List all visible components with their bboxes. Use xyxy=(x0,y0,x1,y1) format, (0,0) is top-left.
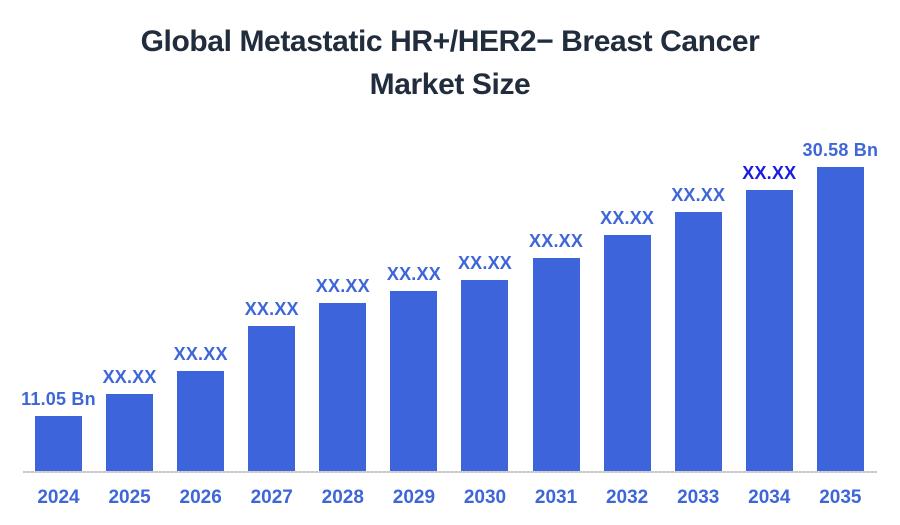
bar-group: XX.XX 2027 xyxy=(245,130,299,507)
x-axis-tick-label: 2026 xyxy=(179,487,222,508)
bar xyxy=(532,258,580,473)
x-axis-tick-label: 2030 xyxy=(463,487,507,508)
x-axis-tick-label: 2028 xyxy=(321,487,364,508)
chart-title-line2: Market Size xyxy=(369,68,531,101)
bar-value-label: 30.58 Bn xyxy=(802,140,879,160)
bar xyxy=(319,303,367,473)
bar-value-label: XX.XX xyxy=(742,163,797,183)
bar-value-label: XX.XX xyxy=(102,367,157,387)
bar-group: XX.XX 2031 xyxy=(529,130,583,507)
bar xyxy=(745,190,793,473)
x-axis-tick-label: 2034 xyxy=(748,487,791,508)
x-axis-tick-label: 2032 xyxy=(605,487,649,508)
bar xyxy=(106,394,154,473)
bar-group: XX.XX 2032 xyxy=(600,130,654,507)
bar xyxy=(816,167,864,473)
bar-value-label: XX.XX xyxy=(457,253,512,273)
bar-value-label: XX.XX xyxy=(315,276,370,296)
bar-group: 30.58 Bn 2035 xyxy=(803,130,878,507)
bar-group: XX.XX 2030 xyxy=(458,130,512,507)
bar-group: 11.05 Bn 2024 xyxy=(21,130,95,507)
bar-group: XX.XX 2025 xyxy=(103,130,157,507)
bar-value-label: XX.XX xyxy=(173,344,228,364)
bar-value-label: 11.05 Bn xyxy=(21,389,96,409)
bar xyxy=(603,235,651,473)
bar-group: XX.XX 2034 xyxy=(742,130,796,507)
x-axis-tick-label: 2027 xyxy=(250,487,293,508)
bar-group: XX.XX 2026 xyxy=(174,130,228,507)
bar-value-label: XX.XX xyxy=(529,231,584,251)
x-axis-tick-label: 2031 xyxy=(534,487,578,508)
bar xyxy=(35,416,82,473)
x-axis-line xyxy=(23,471,877,473)
x-axis-tick-label: 2025 xyxy=(108,487,151,508)
bar-group: XX.XX 2028 xyxy=(316,130,370,507)
x-axis-tick-label: 2024 xyxy=(37,487,80,508)
x-axis-tick-label: 2029 xyxy=(392,487,436,508)
bar-value-label: XX.XX xyxy=(600,208,655,228)
bar-value-label: XX.XX xyxy=(244,299,299,319)
bar xyxy=(461,280,509,473)
bar xyxy=(248,326,296,473)
x-axis-tick-label: 2035 xyxy=(819,487,862,508)
bar xyxy=(390,291,438,473)
chart-title: Global Metastatic HR+/HER2− Breast Cance… xyxy=(0,20,900,106)
bar xyxy=(177,371,225,473)
bar xyxy=(674,212,722,473)
chart-title-line1: Global Metastatic HR+/HER2− Breast Cance… xyxy=(140,25,760,58)
bar-value-label: XX.XX xyxy=(386,264,441,284)
bar-group: XX.XX 2029 xyxy=(387,130,441,507)
bar-group: XX.XX 2033 xyxy=(671,130,725,507)
plot-area: 11.05 Bn 2024 XX.XX 2025 XX.XX 2026 XX.X… xyxy=(21,130,878,507)
x-axis-tick-label: 2033 xyxy=(677,487,720,508)
bar-value-label: XX.XX xyxy=(671,185,726,205)
